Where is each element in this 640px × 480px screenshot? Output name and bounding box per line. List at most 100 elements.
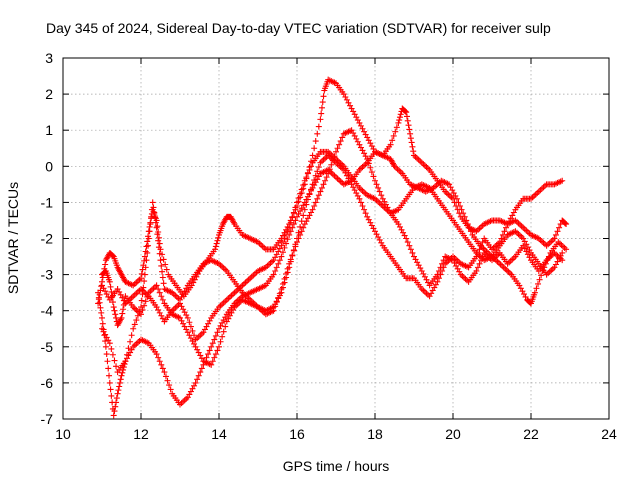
data-point-marker	[334, 145, 341, 152]
data-point-marker	[312, 138, 319, 145]
data-point-marker	[279, 280, 286, 287]
data-point-marker	[301, 206, 308, 213]
data-point-marker	[215, 234, 222, 241]
data-point-marker	[217, 338, 224, 345]
data-point-marker	[281, 235, 288, 242]
data-point-marker	[407, 246, 414, 253]
data-point-marker	[276, 257, 283, 264]
data-point-marker	[273, 299, 280, 306]
data-point-marker	[102, 338, 109, 345]
data-point-marker	[370, 173, 377, 180]
data-point-marker	[278, 242, 285, 249]
data-point-marker	[531, 289, 538, 296]
data-point-marker	[195, 372, 202, 379]
data-point-marker	[102, 343, 109, 350]
data-point-marker	[186, 319, 193, 326]
y-tick-label: 3	[45, 50, 53, 66]
data-point-marker	[205, 351, 212, 358]
data-point-marker	[300, 182, 307, 189]
data-point-marker	[117, 376, 124, 383]
data-point-marker	[273, 264, 280, 271]
data-point-marker	[368, 169, 375, 176]
data-point-marker	[108, 392, 115, 399]
data-point-marker	[155, 354, 162, 361]
data-point-marker	[276, 290, 283, 297]
data-point-marker	[278, 286, 285, 293]
data-point-marker	[503, 224, 510, 231]
data-point-marker	[155, 244, 162, 251]
data-point-marker	[298, 186, 305, 193]
data-point-marker	[408, 139, 415, 146]
data-point-marker	[112, 311, 119, 318]
data-point-marker	[297, 190, 304, 197]
data-point-marker	[153, 224, 160, 231]
data-point-marker	[131, 321, 138, 328]
data-point-marker	[211, 354, 218, 361]
data-point-marker	[108, 345, 115, 352]
y-tick-label: -7	[41, 411, 54, 427]
x-tick-label: 18	[367, 426, 383, 442]
y-tick-label: -6	[41, 375, 54, 391]
data-point-marker	[158, 293, 165, 300]
data-point-marker	[318, 104, 325, 111]
data-point-marker	[147, 221, 154, 228]
data-point-marker	[116, 379, 123, 386]
data-point-marker	[216, 343, 222, 350]
data-point-marker	[113, 314, 120, 321]
data-point-marker	[272, 267, 279, 274]
data-point-marker	[206, 347, 213, 354]
data-point-marker	[212, 246, 219, 253]
data-point-marker	[287, 256, 294, 263]
data-point-marker	[159, 274, 166, 281]
data-point-marker	[356, 195, 363, 202]
data-point-marker	[106, 278, 113, 285]
data-point-marker	[312, 172, 319, 179]
data-point-marker	[109, 351, 116, 358]
data-point-marker	[160, 280, 167, 287]
chart-title: Day 345 of 2024, Sidereal Day-to-day VTE…	[46, 20, 551, 36]
data-point-marker	[275, 294, 282, 301]
axis-ticks	[62, 57, 610, 420]
data-point-marker	[96, 291, 103, 298]
data-point-marker	[102, 261, 109, 268]
data-point-marker	[107, 283, 114, 290]
data-point-marker	[474, 264, 481, 271]
data-point-marker	[404, 239, 411, 246]
data-point-marker	[556, 224, 563, 231]
data-point-marker	[107, 386, 114, 393]
y-tick-label: -1	[41, 194, 54, 210]
data-point-marker	[156, 289, 163, 296]
data-point-marker	[119, 369, 126, 376]
data-point-marker	[116, 383, 123, 390]
data-point-marker	[156, 250, 163, 257]
data-point-marker	[315, 164, 322, 171]
data-point-marker	[106, 372, 113, 379]
x-tick-label: 22	[523, 426, 539, 442]
data-point-marker	[563, 221, 570, 228]
data-point-marker	[387, 141, 394, 148]
data-point-marker	[306, 166, 313, 173]
data-point-marker	[294, 239, 300, 246]
data-point-marker	[152, 219, 159, 226]
data-point-marker	[318, 110, 325, 117]
x-tick-label: 24	[601, 426, 617, 442]
data-point-marker	[378, 192, 385, 199]
data-point-marker	[219, 333, 226, 340]
data-point-marker	[376, 188, 383, 195]
data-point-marker	[478, 242, 485, 249]
data-point-marker	[311, 145, 318, 152]
data-point-marker	[308, 186, 315, 193]
data-point-marker	[322, 177, 329, 184]
data-point-marker	[161, 369, 168, 376]
data-point-marker	[154, 223, 161, 230]
data-point-marker	[435, 275, 442, 282]
data-point-marker	[295, 235, 302, 242]
data-point-marker	[122, 358, 129, 365]
data-point-marker	[317, 188, 324, 195]
data-point-marker	[212, 351, 219, 358]
data-point-marker	[286, 224, 293, 231]
data-point-marker	[562, 220, 569, 227]
data-point-marker	[95, 300, 102, 307]
data-point-marker	[138, 304, 144, 311]
data-point-marker	[97, 304, 104, 311]
